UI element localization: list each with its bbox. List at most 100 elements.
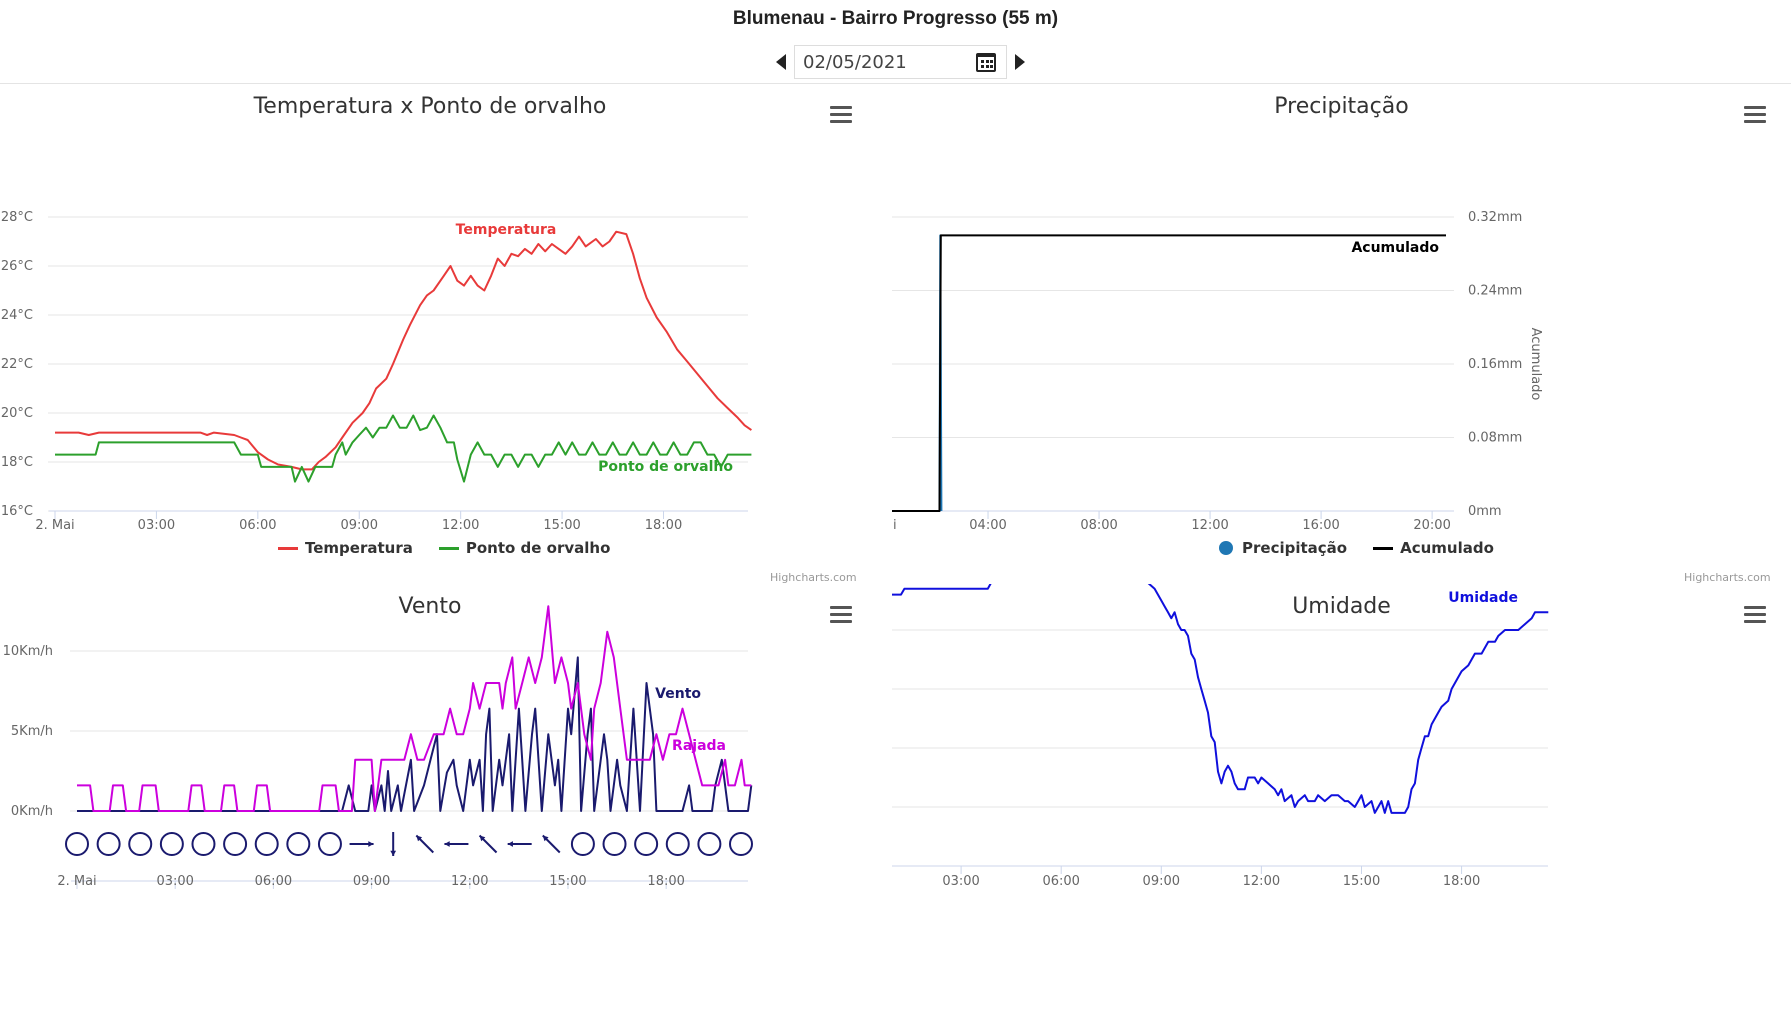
series-end-label: Temperatura [456,222,557,238]
temperature-chart: 16°C 18°C 20°C 22°C 24°C 26°C 28°C 2. Mai 03:00 0… [1,210,752,533]
wind-arrowhead [416,835,423,842]
legend-label: Precipitação [1242,539,1348,557]
page-title: Blumenau - Bairro Progresso (55 m) [732,8,1059,29]
x-axis-tick-label: 03:00 [138,518,175,533]
x-axis-tick-label: 12:00 [442,518,479,533]
hamburger-menu-icon[interactable] [1744,106,1766,124]
legend-item-precipitacao[interactable]: Precipitação [1219,539,1347,557]
chart-legend: Precipitação Acumulado [1219,539,1494,557]
hamburger-menu-icon[interactable] [1744,606,1766,624]
x-axis-tick-label: 18:00 [645,518,682,533]
chart-title: Precipitação [1274,94,1409,119]
legend-label: Acumulado [1400,539,1494,557]
chart-title: Vento [398,594,462,619]
credits-link[interactable]: Highcharts.com [1684,571,1771,584]
humidity-chart-panel: Umidade 50%60%70%80%90%100%2. Mai03:0006… [892,584,1791,1021]
y-axis-tick-label: 20°C [1,406,33,421]
y2-axis-tick-label: 0.24mm [1468,284,1522,299]
y2-axis-tick-label: 0mm [1468,504,1502,519]
series-line-umidade [892,584,1549,814]
series-end-label: Acumulado [1351,240,1439,256]
x-axis-tick-label: 09:00 [341,518,378,533]
wind-calm-circle-icon [570,832,595,856]
wind-calm-circle-icon [223,832,248,856]
date-input[interactable] [803,51,953,73]
date-navigator [776,45,1025,79]
hamburger-menu-icon[interactable] [830,106,852,124]
x-axis-tick-label: 12:00 [451,874,488,889]
chart-title: Temperatura x Ponto de orvalho [253,94,607,119]
series-line-vento [77,656,753,812]
chart-title: Umidade [1292,594,1391,619]
wind-calm-circle-icon [128,832,153,856]
legend-line-symbol [1373,546,1394,550]
x-axis-tick-label: 18:00 [647,874,684,889]
y-axis-tick-label: 18°C [1,455,33,470]
wind-calm-circle-icon [634,832,659,856]
wind-arrowhead [444,841,450,847]
legend-label: Temperatura [305,539,413,557]
precipitation-chart: 0mm0mm0.08mm0.08mm0.16mm0.16mm0.24mm0.24… [892,210,1543,533]
wind-calm-circle-icon [159,832,184,856]
series-line-precipita-o [892,234,943,512]
wind-arrowhead [542,835,549,842]
y-axis-tick-label: 0Km/h [11,804,53,819]
y2-axis-tick-label: 0.16mm [1468,357,1522,372]
legend-item-ponto-de-orvalho[interactable]: Ponto de orvalho [438,539,611,557]
y-axis-tick-label: 16°C [1,504,33,519]
humidity-chart: 50%60%70%80%90%100%2. Mai03:0006:0009:00… [892,584,1549,889]
x-axis-tick-label: 09:00 [353,874,390,889]
y-axis-tick-label: 28°C [1,210,33,225]
y-axis-tick-label: 24°C [1,308,33,323]
x-axis-tick-label: 12:00 [1191,518,1228,533]
y2-axis-title: Acumulado [1528,328,1543,401]
legend-line-symbol [278,546,298,550]
hamburger-menu-icon[interactable] [830,606,852,624]
x-axis-tick-label: 03:00 [156,874,193,889]
x-axis-tick-label: 06:00 [239,518,276,533]
legend-label: Ponto de orvalho [465,539,611,557]
y2-axis-tick-label: 0.08mm [1468,431,1522,446]
x-axis-tick-label: 09:00 [1143,874,1180,889]
legend-item-acumulado[interactable]: Acumulado [1373,539,1494,557]
series-end-label: Rajada [672,738,726,754]
wind-calm-circle-icon [317,832,342,856]
x-axis-tick-label: 2. Mai [35,518,74,533]
wind-calm-circle-icon [65,832,89,856]
wind-calm-circle-icon [697,832,722,856]
x-axis-tick-label: 20:00 [1413,518,1450,533]
x-axis-tick-label: 08:00 [1080,518,1117,533]
y2-axis-tick-label: 0.32mm [1468,210,1522,225]
x-axis-tick-label: 16:00 [1302,518,1339,533]
x-axis-tick-label: 03:00 [942,874,979,889]
x-axis-tick-label: 15:00 [543,518,580,533]
x-axis-tick-label: 15:00 [1343,874,1380,889]
x-axis-tick-label: 15:00 [549,874,586,889]
credits-link[interactable]: Highcharts.com [770,571,857,584]
date-picker[interactable] [794,45,1007,79]
y-axis-tick-label: 10Km/h [3,644,53,659]
wind-arrowhead [368,841,374,847]
calendar-icon[interactable] [976,52,996,72]
series-line-temperatura [55,230,752,471]
legend-dot-symbol [1219,541,1233,555]
caret-left-icon[interactable] [776,54,786,70]
temperature-chart-panel: Temperatura x Ponto de orvalho 16°C 18°C 2… [0,84,860,584]
caret-right-icon[interactable] [1015,54,1025,70]
wind-calm-circle-icon [254,832,279,856]
x-axis-tick-label: 12:00 [1243,874,1280,889]
wind-calm-circle-icon [729,832,753,856]
series-end-label: Umidade [1448,590,1518,606]
series-line-rajada [77,605,752,812]
series-line-acumulado [892,234,1446,512]
wind-calm-circle-icon [191,832,216,856]
x-axis-tick-label: 06:00 [255,874,292,889]
series-line-ponto-de-orvalho [55,414,752,483]
x-axis-tick-label: 18:00 [1443,874,1480,889]
y-axis-tick-label: 22°C [1,357,33,372]
legend-item-temperatura[interactable]: Temperatura [278,539,413,557]
legend-line-symbol [438,546,459,550]
y-axis-tick-label: 5Km/h [11,724,53,739]
